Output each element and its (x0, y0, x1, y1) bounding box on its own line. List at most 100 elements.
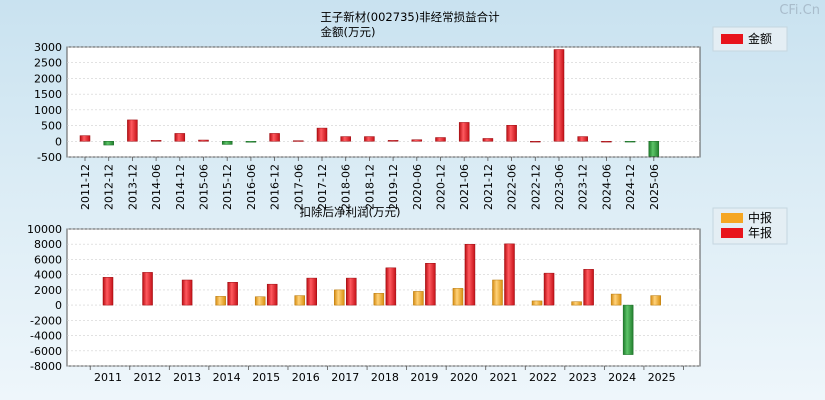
chart1-x-tick-label: 2018-12 (363, 164, 376, 210)
chart1-y-tick-label: 1500 (34, 88, 62, 101)
chart2-x-tick-label: 2018 (371, 371, 399, 384)
chart2-y-tick-label: -6000 (30, 345, 62, 358)
chart2-legend-label-interim: 中报 (748, 210, 772, 225)
chart1-x-tick-label: 2017-06 (292, 164, 305, 210)
chart2-x-tick-label: 2022 (529, 371, 557, 384)
chart1-legend: 金额 (712, 26, 788, 52)
chart1-x-tick-label: 2016-12 (269, 164, 282, 210)
nonrecurring-chart: 王子新材(002735)非经常损益合计 金额(万元) 3000 2500 2000 1… (34, 10, 788, 210)
chart2-x-tick-label: 2020 (450, 371, 478, 384)
chart2-title: 扣除后净利润(万元) (300, 205, 401, 219)
chart1-bar-2012-12 (103, 141, 114, 146)
chart1-x-tick-label: 2025-06 (648, 164, 661, 210)
chart2-y-tick-label: 4000 (34, 269, 62, 282)
chart1-bar-2023-06 (553, 49, 565, 142)
chart1-bar-2018-12 (364, 136, 375, 142)
chart2-y-tick-label: -4000 (30, 330, 62, 343)
chart1-bar-2020-06 (411, 139, 423, 142)
chart2-bar-interim-2023 (571, 301, 582, 306)
chart2-bar-annual-2022 (543, 272, 555, 306)
chart1-plot-area (66, 46, 701, 158)
chart2-bar-annual-2013 (181, 279, 193, 306)
chart2-y-tick-label: 2000 (34, 284, 62, 297)
chart2-bar-interim-2016 (294, 295, 305, 306)
chart2-bar-annual-2020 (464, 243, 476, 306)
chart1-bar-2017-12 (316, 127, 328, 142)
chart1-x-tick-label: 2015-12 (221, 164, 234, 210)
chart2-y-tick-label: -8000 (30, 360, 62, 373)
chart1-x-tick-label: 2024-12 (624, 164, 637, 210)
chart1-bar-2013-12 (127, 119, 138, 142)
chart1-bar-2019-12 (387, 140, 399, 142)
chart2-y-tick-label: 8000 (34, 238, 62, 251)
chart2-x-tick-label: 2023 (569, 371, 597, 384)
chart1-x-tick-label: 2020-06 (411, 164, 424, 210)
chart2-bar-interim-2024 (610, 293, 622, 306)
chart1-bar-2020-12 (435, 137, 446, 142)
chart2-x-tick-label: 2015 (252, 371, 280, 384)
chart2-legend-swatch-interim (721, 213, 743, 223)
chart1-x-tick-label: 2023-12 (577, 164, 590, 210)
chart2-bar-annual-2016 (306, 277, 317, 306)
chart2-bar-interim-2020 (452, 288, 464, 306)
chart2-bar-interim-2019 (413, 291, 424, 306)
chart1-bar-2011-12 (79, 135, 91, 142)
chart1-x-tick-label: 2022-12 (529, 164, 542, 210)
chart2-bar-annual-2011 (102, 277, 114, 306)
chart1-y-tick-label: 500 (41, 120, 62, 133)
chart2-x-tick-label: 2011 (94, 371, 122, 384)
chart2-x-tick-label: 2016 (292, 371, 320, 384)
chart1-x-tick-label: 2013-12 (126, 164, 139, 210)
chart1-x-tick-label: 2014-06 (150, 164, 163, 210)
chart1-bar-2024-12 (624, 141, 636, 143)
chart1-x-tick-label: 2012-12 (103, 164, 116, 210)
chart2-bar-annual-2017 (346, 277, 357, 306)
chart1-legend-label-amount: 金额 (748, 31, 772, 46)
chart2-bar-annual-2015 (266, 283, 278, 306)
chart1-x-tick-label: 2024-06 (600, 164, 613, 210)
chart1-bar-2025-06 (648, 141, 660, 157)
chart1-bar-2016-12 (269, 133, 280, 142)
chart1-bar-2016-06 (245, 141, 257, 143)
chart1-bar-2022-12 (530, 141, 541, 143)
chart2-bar-annual-2024 (622, 304, 634, 355)
chart2-bar-interim-2017 (334, 289, 345, 306)
chart1-bar-2022-06 (506, 125, 517, 142)
chart2-x-tick-label: 2024 (608, 371, 636, 384)
chart1-bar-2014-12 (174, 133, 186, 142)
chart1-title: 王子新材(002735)非经常损益合计 (320, 10, 500, 24)
chart2-bar-annual-2012 (142, 272, 153, 306)
chart1-x-tick-label: 2018-06 (340, 164, 353, 210)
chart2-legend: 中报 年报 (712, 207, 788, 245)
chart1-x-tick-label: 2023-06 (553, 164, 566, 210)
chart1-y-tick-label: 2500 (34, 57, 62, 70)
watermark: CFi.Cn (779, 3, 820, 18)
chart1-x-tick-label: 2019-12 (387, 164, 400, 210)
chart2-bar-interim-2015 (254, 296, 266, 306)
chart1-bar-2014-06 (150, 140, 162, 142)
chart1-x-tick-label: 2011-12 (79, 164, 92, 210)
chart1-y-tick-label: 1000 (34, 104, 62, 117)
chart2-bar-annual-2014 (227, 282, 238, 306)
chart2-x-tick-label: 2021 (490, 371, 518, 384)
chart2-bar-annual-2021 (504, 243, 515, 306)
net-profit-chart: 扣除后净利润(万元) 10000 8000 6000 4000 2000 0 -2000 -4… (27, 205, 788, 384)
chart1-x-tick-label: 2020-12 (435, 164, 448, 210)
chart2-bar-interim-2014 (215, 296, 226, 306)
chart1-bar-2017-06 (293, 140, 304, 142)
chart1-y-tick-label: 3000 (34, 41, 62, 54)
chart2-legend-swatch-annual (721, 228, 743, 238)
chart2-bar-annual-2023 (583, 269, 594, 306)
chart1-bar-2015-06 (198, 139, 209, 142)
chart1-bar-2021-12 (482, 138, 494, 142)
chart2-bar-interim-2021 (492, 279, 503, 306)
chart1-subtitle: 金额(万元) (321, 25, 376, 39)
chart1-x-tick-label: 2016-06 (245, 164, 258, 210)
chart1-bar-2015-12 (221, 141, 233, 145)
chart1-x-tick-label: 2014-12 (174, 164, 187, 210)
chart1-x-tick-label: 2017-12 (316, 164, 329, 210)
chart1-bar-2024-06 (601, 141, 612, 143)
chart2-y-tick-label: -2000 (30, 314, 62, 327)
chart2-y-tick-label: 0 (55, 299, 62, 312)
chart1-y-tick-label: 0 (55, 135, 62, 148)
